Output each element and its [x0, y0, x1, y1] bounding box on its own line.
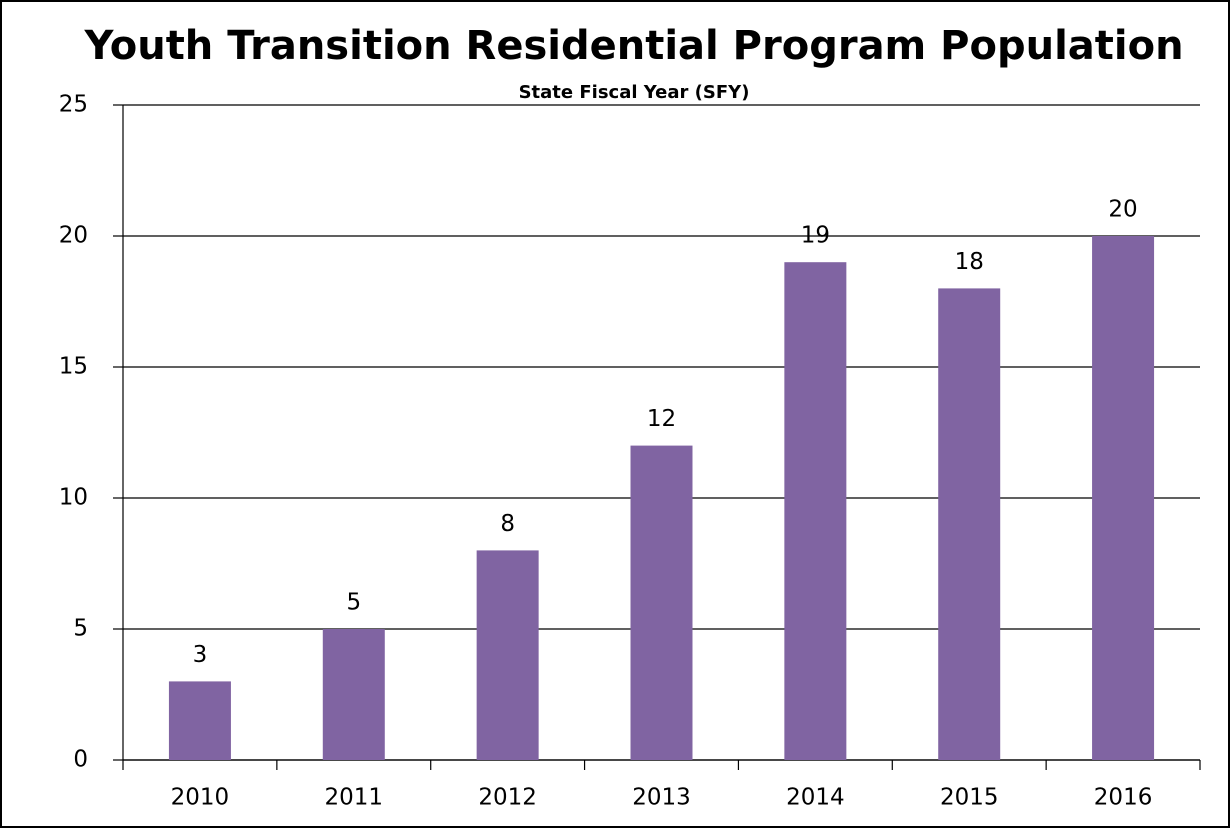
data-label: 8 [500, 511, 515, 537]
x-tick-label: 2015 [940, 785, 999, 811]
y-tick-label: 10 [59, 485, 88, 511]
x-tick-label: 2011 [325, 785, 384, 811]
y-tick-label: 20 [59, 223, 88, 249]
data-label: 19 [801, 223, 830, 249]
x-tick-label: 2013 [632, 785, 691, 811]
bar [476, 550, 539, 760]
data-label: 5 [346, 590, 361, 616]
bar [784, 262, 847, 760]
x-tick-label: 2012 [478, 785, 537, 811]
bar [322, 629, 385, 760]
x-tick-label: 2016 [1094, 785, 1153, 811]
x-tick-label: 2014 [786, 785, 845, 811]
y-tick-label: 15 [59, 354, 88, 380]
data-label: 20 [1108, 197, 1137, 223]
data-label: 12 [647, 406, 676, 432]
bar [630, 445, 693, 760]
x-tick-label: 2010 [171, 785, 230, 811]
y-tick-label: 5 [73, 616, 88, 642]
y-tick-label: 25 [59, 92, 88, 118]
chart-subtitle: State Fiscal Year (SFY) [519, 82, 750, 103]
bar [168, 681, 231, 760]
data-label: 3 [193, 642, 208, 668]
chart-title: Youth Transition Residential Program Pop… [83, 23, 1183, 69]
bar [938, 288, 1001, 760]
y-tick-label: 0 [73, 747, 88, 773]
data-label: 18 [955, 249, 984, 275]
bar [1092, 236, 1155, 760]
